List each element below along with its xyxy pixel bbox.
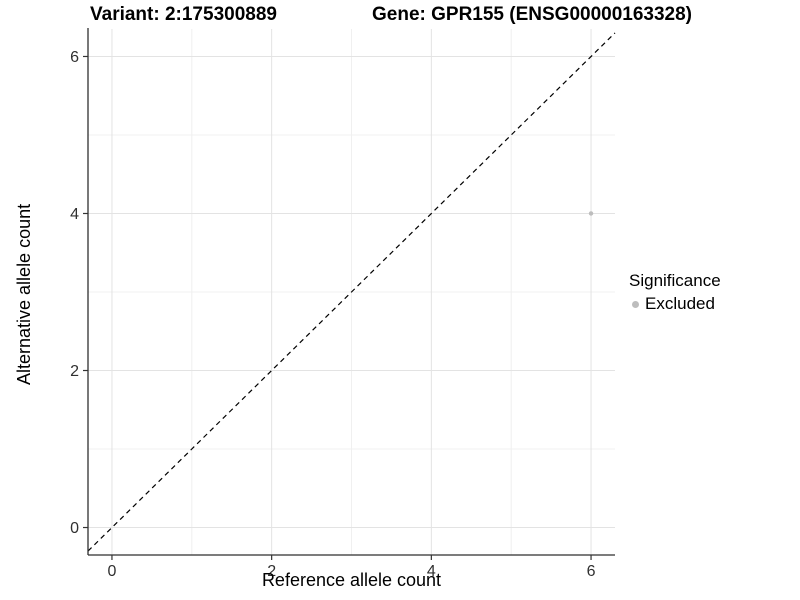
- x-tick-label: 6: [587, 563, 596, 580]
- variant-title: Variant: 2:175300889: [90, 4, 277, 25]
- legend-title: Significance: [629, 271, 721, 290]
- y-tick-label: 2: [70, 363, 79, 380]
- y-tick-label: 0: [70, 520, 79, 537]
- gene-title: Gene: GPR155 (ENSG00000163328): [372, 4, 693, 25]
- x-tick-label: 4: [427, 563, 436, 580]
- y-tick-label: 4: [70, 206, 79, 223]
- x-axis-title: Reference allele count: [261, 570, 442, 590]
- y-tick-label: 6: [70, 49, 79, 66]
- legend-item-label: Excluded: [645, 294, 715, 313]
- x-tick-label: 2: [267, 563, 276, 580]
- excluded-point-icon: [632, 300, 639, 308]
- legend-item-excluded: Excluded: [632, 294, 721, 314]
- identity-line: [87, 32, 616, 552]
- y-axis-title: Alternative allele count: [14, 203, 34, 385]
- data-point: [588, 211, 594, 216]
- x-tick-label: 0: [108, 563, 117, 580]
- legend: Significance Excluded: [629, 271, 721, 314]
